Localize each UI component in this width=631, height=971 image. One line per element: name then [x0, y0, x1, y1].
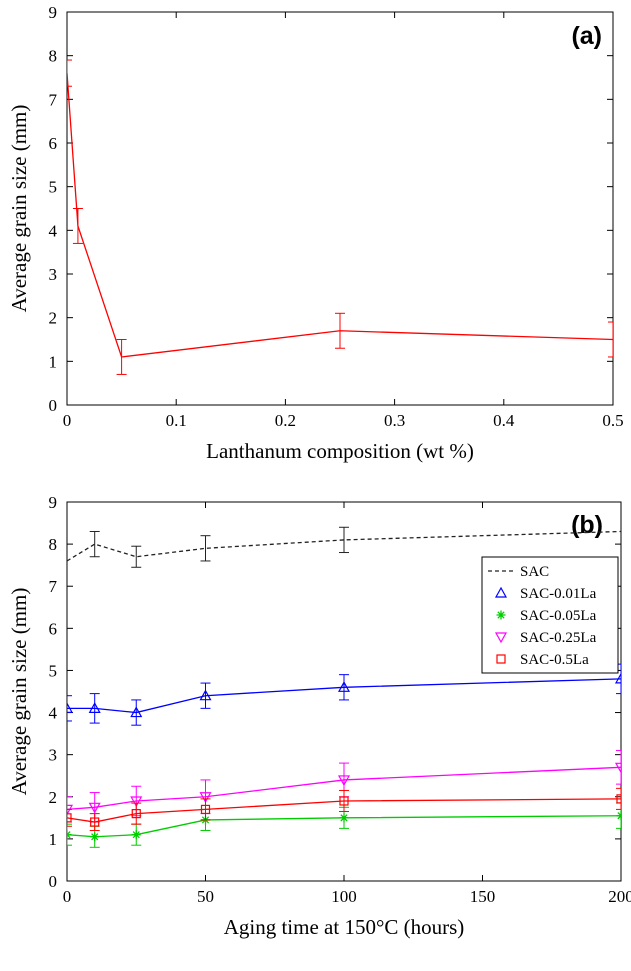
plot-area — [67, 526, 621, 848]
x-tick-label: 50 — [197, 887, 214, 906]
y-tick-label: 7 — [49, 90, 58, 109]
series-line — [67, 678, 621, 714]
data-point — [200, 804, 211, 815]
y-tick-label: 2 — [49, 309, 58, 328]
x-tick-label: 0 — [63, 887, 72, 906]
data-point — [90, 817, 100, 827]
y-tick-label: 4 — [49, 704, 58, 723]
x-tick-label: 0.3 — [384, 411, 405, 430]
data-point — [130, 706, 143, 718]
y-tick-label: 5 — [49, 178, 58, 197]
legend-label: SAC-0.5La — [520, 652, 589, 668]
series-line — [67, 530, 621, 562]
x-axis-label: Aging time at 150°C (hours) — [224, 915, 465, 939]
y-axis-label: Average grain size (mm) — [7, 588, 31, 796]
y-tick-label: 2 — [49, 788, 58, 807]
series-line — [67, 766, 621, 811]
data-point — [67, 813, 72, 823]
legend-swatch — [496, 610, 506, 620]
data-point — [199, 792, 212, 804]
y-tick-label: 9 — [49, 3, 58, 22]
y-tick-label: 1 — [49, 830, 58, 849]
y-tick-label: 4 — [49, 221, 58, 240]
legend-swatch — [494, 632, 508, 644]
x-tick-label: 100 — [331, 887, 357, 906]
chart-panel-a: 0 0.1 0.2 0.3 0.4 0.5 0 1 2 3 4 5 6 7 8 9 Lanthanum comp… — [7, 3, 624, 463]
data-point — [614, 762, 621, 774]
y-tick-label: 3 — [49, 265, 58, 284]
legend-label: SAC-0.25La — [520, 630, 597, 646]
data-point — [199, 689, 212, 701]
legend: SAC SAC-0.01La SAC-0.05La SAC-0.25La SAC-0.5… — [481, 556, 619, 674]
x-tick-label: 150 — [470, 887, 496, 906]
x-tick-label: 0.5 — [602, 411, 623, 430]
series-line — [67, 798, 621, 823]
y-tick-label: 3 — [49, 746, 58, 765]
data-point — [339, 813, 349, 823]
data-point — [614, 672, 621, 684]
data-point — [88, 702, 101, 713]
legend-swatch — [494, 586, 508, 598]
x-tick-label: 0.2 — [275, 411, 296, 430]
legend-label: SAC-0.05La — [520, 608, 597, 624]
legend-label: SAC-0.01La — [520, 586, 597, 602]
data-point — [130, 796, 143, 808]
legend-swatch — [496, 654, 506, 664]
y-tick-label: 8 — [49, 47, 58, 66]
plot-area — [67, 59, 613, 375]
data-point — [90, 832, 100, 842]
y-axis-label: Average grain size (mm) — [7, 105, 31, 313]
series-sac — [67, 526, 621, 568]
data-point — [67, 702, 74, 713]
series-sac-0-01la — [67, 663, 621, 726]
x-axis-label: Lanthanum composition (wt %) — [206, 439, 474, 463]
x-tick-label: 0 — [63, 411, 72, 430]
panel-label: (a) — [571, 22, 602, 50]
x-tick-label: 0.4 — [493, 411, 515, 430]
x-tick-label: 0.1 — [166, 411, 187, 430]
y-tick-label: 9 — [49, 493, 58, 512]
data-point — [616, 811, 621, 821]
y-tick-label: 5 — [49, 661, 58, 680]
data-point — [616, 794, 621, 804]
y-tick-label: 8 — [49, 535, 58, 554]
data-point — [131, 830, 141, 840]
panel-label: (b) — [571, 511, 603, 539]
series-line — [67, 815, 621, 838]
data-point — [67, 830, 72, 840]
y-tick-label: 6 — [49, 134, 58, 153]
x-tick-label: 200 — [608, 887, 631, 906]
series-sac-0-05la — [67, 802, 621, 848]
y-tick-label: 0 — [49, 872, 58, 891]
y-tick-label: 6 — [49, 619, 58, 638]
data-point — [88, 802, 101, 814]
series-sac-0-5la — [67, 787, 621, 831]
data-point — [339, 796, 349, 806]
plot-frame — [66, 11, 614, 406]
data-point — [337, 681, 351, 692]
data-point — [337, 775, 351, 787]
series-0 — [67, 59, 613, 375]
chart-panel-b: 0 50 100 150 200 0 1 2 3 4 5 6 7 8 9 Aging time at 150°… — [7, 493, 631, 939]
y-tick-label: 0 — [49, 396, 58, 415]
data-point — [131, 809, 141, 819]
legend-label: SAC — [520, 564, 549, 580]
y-tick-label: 1 — [49, 352, 58, 371]
y-tick-label: 7 — [49, 577, 58, 596]
